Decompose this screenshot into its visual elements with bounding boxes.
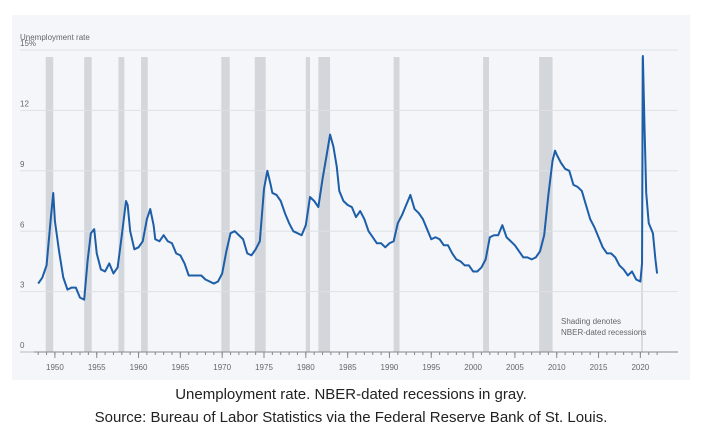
recession-band (118, 57, 125, 352)
recession-band (45, 57, 54, 352)
x-tick-label: 2015 (590, 363, 608, 372)
x-tick-label: 1960 (130, 363, 148, 372)
x-tick-label: 1950 (46, 363, 64, 372)
chart-panel (12, 15, 690, 380)
recession-band (221, 57, 230, 352)
recession-band (84, 57, 92, 352)
y-tick-label: 12 (20, 100, 29, 109)
y-tick-label: 0 (20, 341, 25, 350)
x-tick-label: 1980 (297, 363, 315, 372)
x-tick-label: 2000 (464, 363, 482, 372)
data-line (37, 55, 659, 301)
x-tick-label: 1975 (255, 363, 273, 372)
y-tick-label: 3 (20, 281, 25, 290)
x-tick-label: 2010 (548, 363, 566, 372)
x-tick-label: 2020 (631, 363, 649, 372)
recession-band (254, 57, 266, 352)
recession-band (318, 57, 331, 352)
caption: Source: Bureau of Labor Statistics via t… (95, 409, 608, 426)
caption: Unemployment rate. NBER-dated recessions… (175, 386, 527, 403)
y-tick-label: 6 (20, 220, 25, 229)
x-tick-label: 1965 (171, 363, 189, 372)
annotation: Shading denotes (561, 317, 621, 326)
x-tick-label: 1990 (381, 363, 399, 372)
x-tick-label: 1955 (88, 363, 106, 372)
annotation: NBER-dated recessions (561, 328, 646, 337)
y-axis-label: Unemployment rate (20, 33, 90, 42)
recession-band (393, 57, 400, 352)
y-tick-label: 9 (20, 160, 25, 169)
recession-band (483, 57, 489, 352)
recession-band (141, 57, 148, 352)
x-tick-label: 2005 (506, 363, 524, 372)
recession-band (539, 57, 553, 352)
y-tick-label: 15% (20, 39, 36, 48)
x-tick-label: 1995 (422, 363, 440, 372)
x-tick-label: 1985 (339, 363, 357, 372)
x-tick-label: 1970 (213, 363, 231, 372)
